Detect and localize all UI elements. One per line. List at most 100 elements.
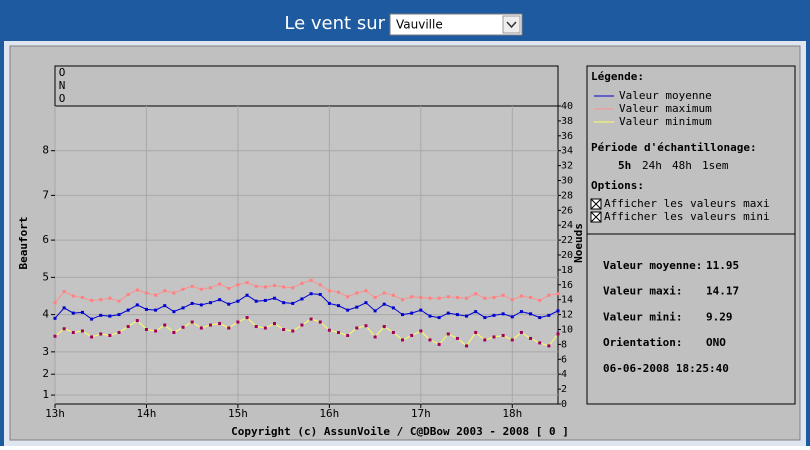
select-button[interactable] xyxy=(502,15,521,34)
series-point xyxy=(419,329,423,333)
series-point xyxy=(199,326,203,330)
series-point xyxy=(126,292,130,296)
series-point xyxy=(547,313,551,317)
series-point xyxy=(556,292,560,296)
series-point xyxy=(446,295,450,299)
series-point xyxy=(529,312,533,316)
series-point xyxy=(135,288,139,292)
series-point xyxy=(190,284,194,288)
series-point xyxy=(208,301,212,305)
series-point xyxy=(190,320,194,324)
period-option[interactable]: 5h xyxy=(618,159,631,172)
series-point xyxy=(501,293,505,297)
checkbox-label[interactable]: Afficher les valeurs maxi xyxy=(604,197,770,210)
series-point xyxy=(236,299,240,303)
series-point xyxy=(492,313,496,317)
series-point xyxy=(291,286,295,290)
series-point xyxy=(236,283,240,287)
series-point xyxy=(492,335,496,339)
y2-tick-label: 38 xyxy=(561,116,573,127)
series-line xyxy=(54,316,559,347)
series-point xyxy=(71,330,75,334)
y2-tick-label: 2 xyxy=(561,384,567,395)
period-option[interactable]: 48h xyxy=(672,159,692,172)
series-point xyxy=(327,328,331,332)
site-select[interactable]: Vauville xyxy=(389,13,523,36)
series-point xyxy=(163,304,167,308)
series-point xyxy=(282,328,286,331)
checkbox-label[interactable]: Afficher les valeurs mini xyxy=(604,210,770,223)
series-point xyxy=(190,301,194,305)
y-tick-label: 8 xyxy=(42,144,49,157)
series-point xyxy=(373,335,377,339)
series-point xyxy=(181,287,185,291)
series-point xyxy=(318,283,322,287)
series-point xyxy=(62,327,66,331)
y2-tick-label: 8 xyxy=(561,339,567,350)
series-point xyxy=(108,314,112,318)
series-point xyxy=(419,308,423,312)
period-option[interactable]: 1sem xyxy=(702,159,729,172)
series-point xyxy=(327,301,331,305)
series-point xyxy=(364,324,368,328)
y2-tick-label: 30 xyxy=(561,176,573,187)
series-point xyxy=(135,303,139,307)
series-point xyxy=(272,322,276,326)
series-point xyxy=(538,298,542,302)
select-value[interactable]: Vauville xyxy=(396,18,443,32)
series-point xyxy=(428,314,432,318)
series-point xyxy=(346,333,350,337)
series-point xyxy=(465,344,469,348)
series-point xyxy=(419,295,423,299)
series-point xyxy=(53,334,57,338)
series-point xyxy=(492,295,496,299)
series-point xyxy=(263,298,267,302)
y-tick-label: 4 xyxy=(42,308,49,321)
series-point xyxy=(80,329,84,333)
series-point xyxy=(263,285,267,289)
series-point xyxy=(199,287,203,291)
series-point xyxy=(309,278,313,282)
series-point xyxy=(318,292,322,296)
y2-tick-label: 0 xyxy=(561,399,567,410)
legend-label: Valeur moyenne xyxy=(619,89,712,102)
series-point xyxy=(245,293,249,297)
select-box[interactable] xyxy=(389,13,523,36)
series-point xyxy=(172,310,176,314)
series-point xyxy=(254,299,258,303)
series-point xyxy=(71,311,75,315)
checkbox-check xyxy=(590,211,602,223)
series-point xyxy=(346,308,350,312)
series-point xyxy=(391,330,395,334)
series-point xyxy=(373,309,377,313)
plot-area xyxy=(54,105,559,405)
y-tick-label: 3 xyxy=(42,345,49,358)
series-point xyxy=(282,301,286,305)
series-point xyxy=(218,282,222,286)
x-tick-label: 14h xyxy=(137,407,157,420)
series-point xyxy=(90,335,94,339)
series-point xyxy=(337,330,341,334)
series-point xyxy=(80,310,84,314)
series-point xyxy=(282,285,286,289)
series-point xyxy=(437,296,441,300)
series-point xyxy=(446,332,450,336)
x-tick-label: 13h xyxy=(45,407,65,420)
series-point xyxy=(446,311,450,315)
y2-tick-label: 32 xyxy=(561,161,573,172)
y-tick-label: 2 xyxy=(42,367,49,380)
y-axis-label: Beaufort xyxy=(17,217,30,270)
y2-tick-label: 22 xyxy=(561,235,573,246)
orientation-letter: O xyxy=(59,92,66,105)
series-point xyxy=(172,291,176,295)
series-point xyxy=(154,293,158,297)
checkbox-check xyxy=(590,198,602,210)
series-point xyxy=(245,316,249,320)
title: Le vent sur xyxy=(284,13,385,34)
series-point xyxy=(199,303,203,307)
period-option[interactable]: 24h xyxy=(642,159,662,172)
series-point xyxy=(547,293,551,297)
legend-title: Légende: xyxy=(591,70,644,83)
series-point xyxy=(135,319,139,323)
stat-value: 11.95 xyxy=(706,259,739,272)
